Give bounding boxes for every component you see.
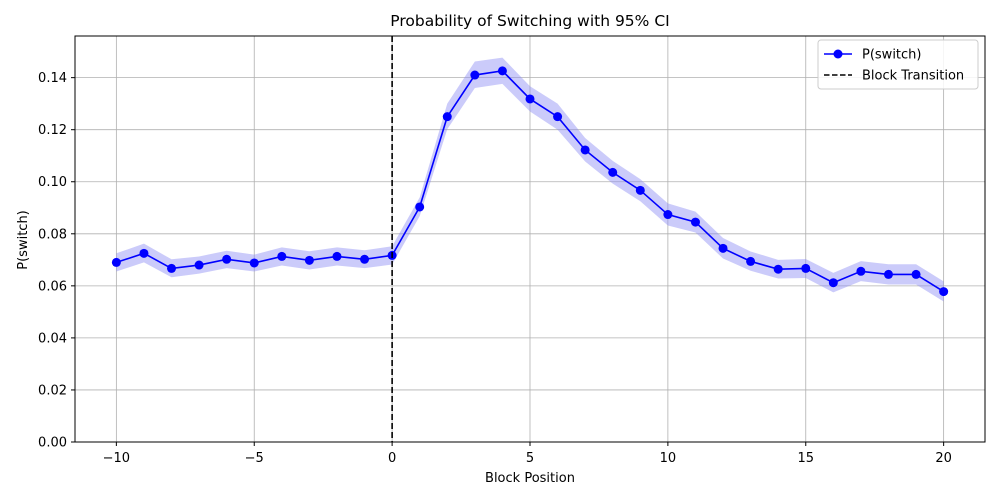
data-point <box>939 287 949 297</box>
x-tick-label: −5 <box>245 451 264 466</box>
data-point <box>497 66 507 76</box>
data-point <box>718 243 728 253</box>
data-point <box>442 112 452 122</box>
y-tick-label: 0.00 <box>38 436 67 451</box>
y-tick-label: 0.12 <box>38 123 67 138</box>
legend-label-block-transition: Block Transition <box>862 69 964 84</box>
data-point <box>773 264 783 274</box>
y-tick-label: 0.02 <box>38 383 67 398</box>
y-tick-label: 0.10 <box>38 175 67 190</box>
y-tick-label: 0.14 <box>38 71 67 86</box>
data-point <box>277 251 287 261</box>
data-point <box>332 251 342 261</box>
x-axis-label: Block Position <box>485 471 575 486</box>
x-tick-label: 5 <box>526 451 534 466</box>
data-point <box>608 167 618 177</box>
x-tick-label: −10 <box>103 451 130 466</box>
x-tick-label: 20 <box>935 451 952 466</box>
chart-title: Probability of Switching with 95% CI <box>390 12 669 30</box>
data-point <box>746 256 756 266</box>
data-point <box>415 202 425 212</box>
y-tick-label: 0.06 <box>38 279 67 294</box>
data-point <box>222 254 232 264</box>
y-tick-label: 0.08 <box>38 227 67 242</box>
data-point <box>690 217 700 227</box>
data-point <box>360 254 370 264</box>
data-point <box>883 269 893 279</box>
data-point <box>194 260 204 270</box>
data-point <box>470 70 480 80</box>
data-point <box>580 145 590 155</box>
data-point <box>801 263 811 273</box>
data-point <box>167 263 177 273</box>
legend-swatch-pswitch-marker <box>833 49 843 59</box>
data-point <box>111 257 121 267</box>
x-tick-label: 15 <box>797 451 814 466</box>
ci-band <box>116 57 944 302</box>
data-point <box>249 258 259 268</box>
x-tick-label: 0 <box>388 451 396 466</box>
data-point <box>663 210 673 220</box>
y-axis-label: P(switch) <box>16 210 31 269</box>
data-point <box>828 278 838 288</box>
legend: P(switch) Block Transition <box>817 39 979 90</box>
plot-area: −10 −5 0 5 10 15 20 0.00 0.02 0.04 0.06 0.08 0.10 0.1… <box>38 35 986 466</box>
legend-frame <box>817 39 979 90</box>
data-point <box>139 248 149 258</box>
legend-label-pswitch: P(switch) <box>862 48 921 63</box>
data-point <box>304 255 314 265</box>
y-tick-label: 0.04 <box>38 331 67 346</box>
data-point <box>553 112 563 122</box>
data-point <box>525 94 535 104</box>
data-point <box>911 269 921 279</box>
x-tick-label: 10 <box>660 451 677 466</box>
data-point <box>635 185 645 195</box>
data-point <box>856 266 866 276</box>
